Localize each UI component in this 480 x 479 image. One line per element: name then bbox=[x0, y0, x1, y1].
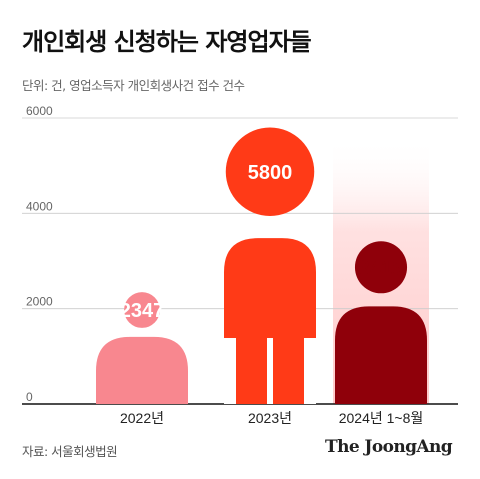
value-label: 5800 bbox=[248, 162, 293, 184]
bar-arm-gap-left bbox=[224, 338, 236, 404]
y-tick-label: 0 bbox=[26, 390, 33, 404]
bar-body-2023 bbox=[224, 238, 316, 404]
y-tick-label: 4000 bbox=[26, 199, 53, 213]
bar-leg-gap bbox=[267, 338, 273, 404]
chart-title: 개인회생 신청하는 자영업자들 bbox=[22, 28, 312, 56]
source-note: 자료: 서울회생법원 bbox=[22, 444, 118, 459]
category-label: 2023년 bbox=[248, 410, 292, 426]
y-tick-label: 6000 bbox=[26, 104, 53, 118]
y-tick-label: 2000 bbox=[26, 295, 53, 309]
bar-body-2022 bbox=[96, 336, 188, 404]
chart-subtitle: 단위: 건, 영업소득자 개인회생사건 접수 건수 bbox=[22, 78, 245, 93]
bar-head-2023 bbox=[225, 127, 315, 217]
category-label: 2024년 1~8월 bbox=[339, 410, 424, 426]
bar-head-2024 bbox=[354, 241, 408, 294]
brand-logo: The JoongAng bbox=[325, 437, 453, 457]
bar-head-2022 bbox=[124, 292, 160, 328]
value-label: 2347 bbox=[120, 300, 165, 322]
category-label: 2022년 bbox=[120, 410, 164, 426]
bar-arm-gap-right bbox=[304, 338, 316, 404]
value-label: 3415 bbox=[359, 257, 404, 279]
bar-body-2024 bbox=[335, 306, 427, 404]
